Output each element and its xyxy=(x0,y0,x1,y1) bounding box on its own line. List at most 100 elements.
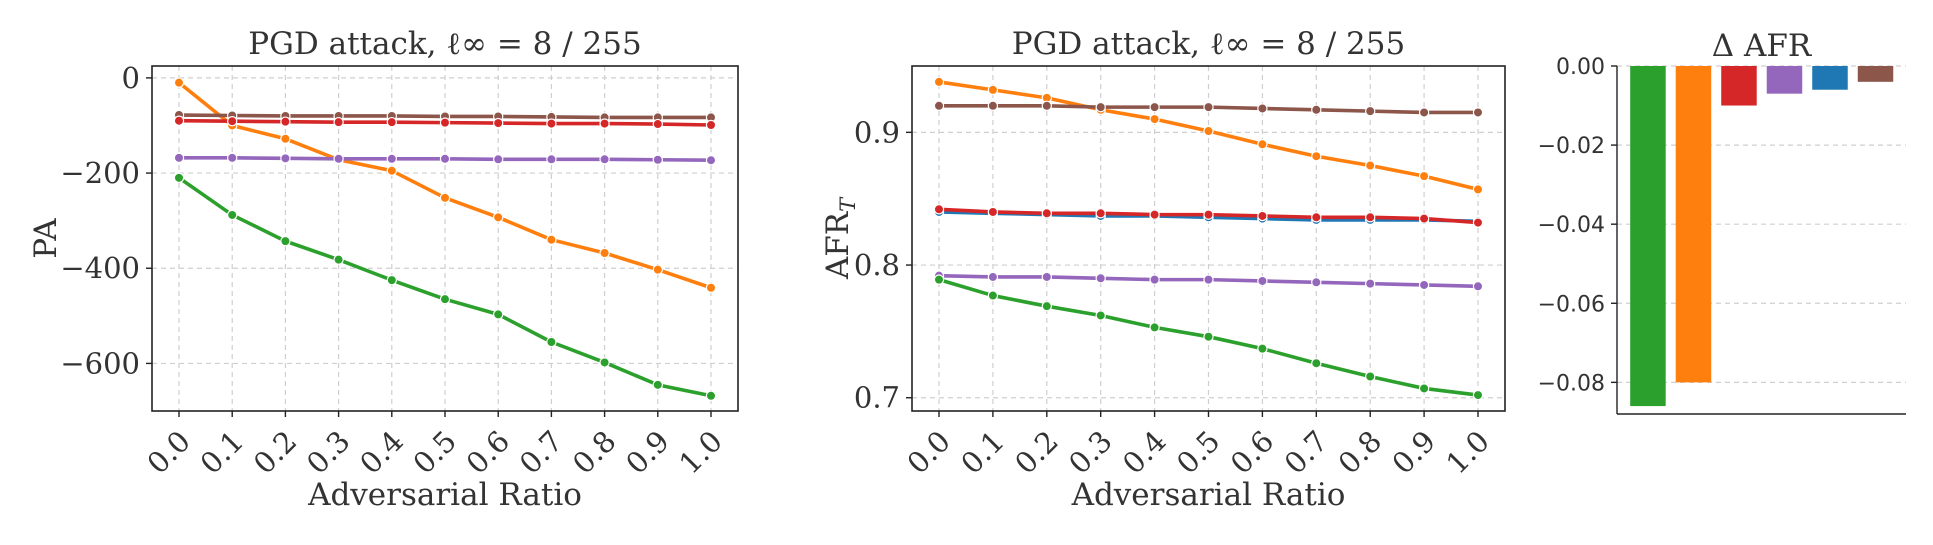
data-point xyxy=(493,212,504,223)
data-point xyxy=(439,153,451,164)
data-point xyxy=(1149,322,1160,333)
bar-6 xyxy=(1857,66,1894,82)
data-point xyxy=(493,309,504,320)
data-point xyxy=(933,204,945,215)
bar-2 xyxy=(1675,66,1712,383)
y-tick-label: 0.00 xyxy=(1556,55,1605,80)
x-tick-label: 0.4 xyxy=(353,424,410,481)
data-point xyxy=(1149,209,1160,220)
x-tick-label: 0.0 xyxy=(900,424,957,481)
y-tick-label: 0.7 xyxy=(854,381,900,415)
data-point xyxy=(1149,274,1160,285)
data-point xyxy=(1203,331,1214,342)
bar-1 xyxy=(1630,66,1666,407)
bar-4 xyxy=(1766,66,1803,94)
x-tick-label: 0.1 xyxy=(194,424,251,481)
data-point xyxy=(173,115,185,126)
data-point xyxy=(493,154,504,165)
data-point xyxy=(226,115,238,127)
data-point xyxy=(1364,371,1376,382)
data-point xyxy=(280,133,291,145)
x-tick-label: 0.9 xyxy=(619,424,676,481)
chart-3: 0.00 −0.02 −0.04 −0.06 −0.08 Δ AFR xyxy=(1538,28,1906,415)
x-tick-label: 0.1 xyxy=(954,424,1011,481)
data-point xyxy=(1364,278,1376,289)
x-tick-label: 0.3 xyxy=(1062,424,1119,481)
data-point xyxy=(599,154,610,165)
data-point xyxy=(599,247,610,259)
data-point xyxy=(1364,160,1376,171)
data-point xyxy=(546,234,557,245)
data-point xyxy=(1311,151,1322,162)
x-tick-label: 0.9 xyxy=(1385,424,1442,481)
data-point xyxy=(1095,101,1106,113)
x-tick-label: 0.3 xyxy=(300,424,357,481)
data-point xyxy=(1041,271,1053,283)
data-point xyxy=(1418,170,1430,182)
data-point xyxy=(705,282,717,293)
data-point xyxy=(546,118,557,129)
data-point xyxy=(1203,274,1214,285)
data-point xyxy=(1041,300,1053,312)
x-axis-label: Adversarial Ratio xyxy=(307,477,582,513)
data-point xyxy=(280,153,291,164)
bar-3 xyxy=(1721,66,1757,106)
data-point xyxy=(333,116,344,128)
y-tick-label: 0.8 xyxy=(854,248,900,282)
data-point xyxy=(1418,107,1430,118)
data-point xyxy=(987,290,999,301)
y-tick-label: −0.06 xyxy=(1538,292,1605,317)
data-point xyxy=(1203,101,1214,113)
y-tick-label: −200 xyxy=(60,156,140,190)
data-point xyxy=(652,264,664,275)
data-point xyxy=(933,76,945,88)
data-point xyxy=(1418,383,1430,394)
chart-title: PGD attack, ℓ∞ = 8 / 255 xyxy=(248,26,641,62)
data-point xyxy=(1149,101,1160,113)
x-tick-label: 0.5 xyxy=(1170,424,1227,481)
x-tick-label: 0.2 xyxy=(1008,424,1065,481)
data-point xyxy=(280,235,291,247)
data-point xyxy=(439,192,451,204)
data-point xyxy=(1311,212,1322,223)
data-point xyxy=(1364,105,1376,117)
x-tick-label: 0.2 xyxy=(247,424,304,481)
data-point xyxy=(1311,358,1322,369)
data-point xyxy=(1257,275,1268,287)
data-point xyxy=(652,154,664,165)
x-tick-label: 0.0 xyxy=(140,424,197,481)
data-point xyxy=(386,165,397,176)
data-point xyxy=(1257,139,1268,150)
y-tick-label: −400 xyxy=(60,251,140,285)
x-tick-label: 0.7 xyxy=(513,424,570,481)
data-point xyxy=(173,77,185,88)
data-point xyxy=(1257,343,1268,354)
x-tick-label: 1.0 xyxy=(1439,424,1496,481)
data-point xyxy=(1257,210,1268,222)
data-point xyxy=(1041,208,1053,219)
data-point xyxy=(1095,273,1106,284)
data-point xyxy=(1472,281,1484,292)
x-tick-label: 0.5 xyxy=(406,424,463,481)
data-point xyxy=(439,117,451,128)
data-point xyxy=(546,336,557,348)
y-axis-label: AFRT xyxy=(820,196,860,280)
data-point xyxy=(652,379,664,391)
y-axis-label: PA xyxy=(28,218,64,259)
data-point xyxy=(987,271,999,283)
data-point xyxy=(1203,209,1214,220)
data-point xyxy=(599,118,610,129)
x-axis-label: Adversarial Ratio xyxy=(1071,477,1346,513)
data-point xyxy=(987,206,999,218)
data-point xyxy=(1311,104,1322,115)
data-point xyxy=(987,100,999,112)
chart-title: Δ AFR xyxy=(1712,28,1813,64)
data-point xyxy=(933,274,945,285)
data-point xyxy=(226,152,238,164)
data-point xyxy=(987,84,999,96)
y-tick-label: 0 xyxy=(122,61,140,95)
y-tick-label: −0.04 xyxy=(1538,213,1605,238)
data-point xyxy=(333,153,344,164)
x-tick-label: 0.4 xyxy=(1116,424,1173,481)
x-tick-label: 0.8 xyxy=(566,424,623,481)
